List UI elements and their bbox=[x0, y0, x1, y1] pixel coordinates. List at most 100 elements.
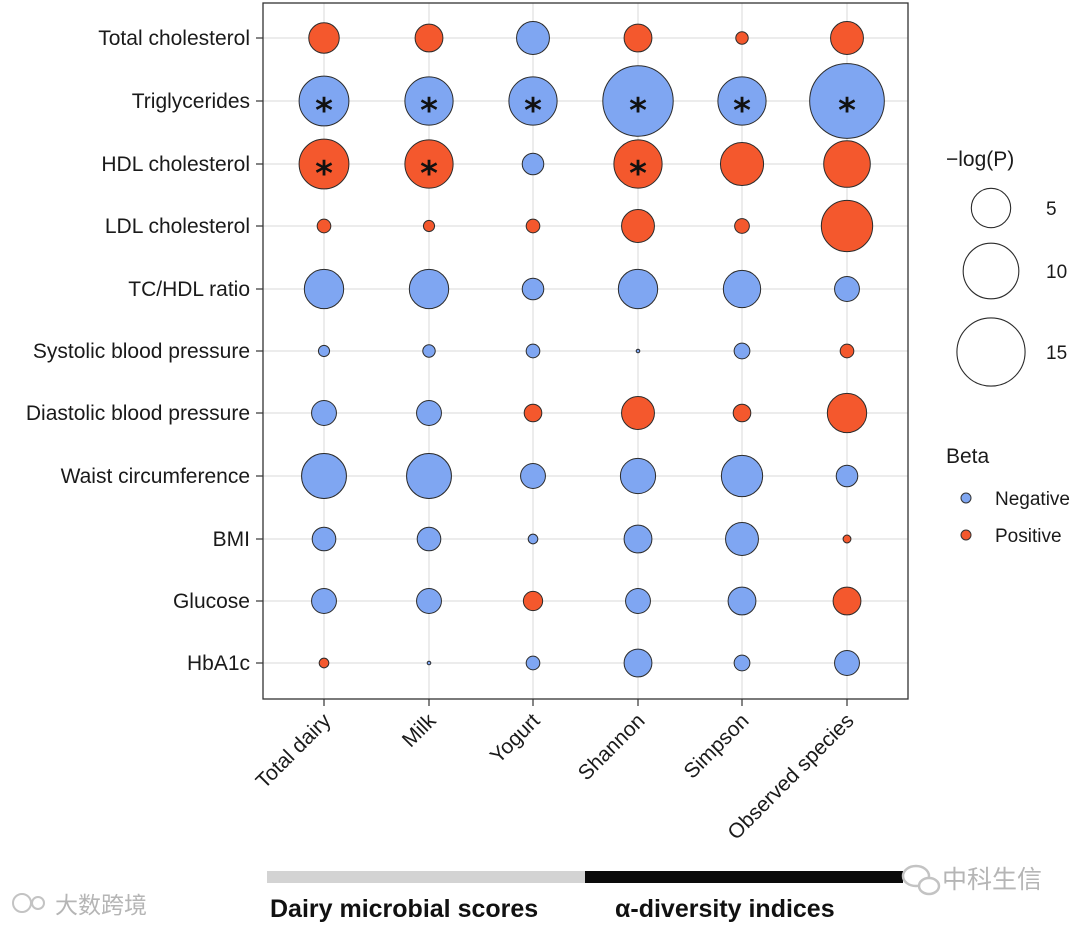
bubble bbox=[809, 63, 885, 139]
legend-label-negative: Negative bbox=[995, 489, 1070, 510]
bubble bbox=[308, 22, 340, 54]
bubble bbox=[625, 588, 651, 614]
bubble bbox=[842, 534, 852, 544]
color-legend-title: Beta bbox=[946, 445, 990, 468]
group-bar-diversity bbox=[585, 871, 903, 883]
bubble bbox=[732, 403, 752, 423]
bubble bbox=[311, 400, 337, 426]
bubble bbox=[521, 152, 545, 176]
bubble bbox=[835, 464, 859, 488]
bubble bbox=[830, 21, 864, 55]
y-tick-label: HbA1c bbox=[187, 652, 250, 675]
size-legend-label: 10 bbox=[1046, 262, 1067, 283]
y-tick-label: TC/HDL ratio bbox=[128, 278, 250, 301]
bubble bbox=[298, 138, 350, 190]
bubble bbox=[623, 23, 653, 53]
bubble bbox=[523, 403, 543, 423]
bubble bbox=[839, 343, 855, 359]
size-legend-title: −log(P) bbox=[946, 148, 1014, 171]
bubble bbox=[635, 348, 641, 354]
x-tick-label: Yogurt bbox=[486, 709, 545, 768]
color-legend: Beta Negative Positive bbox=[946, 445, 1070, 547]
bubble bbox=[735, 31, 749, 45]
bubble bbox=[820, 199, 874, 253]
significance-mark: * bbox=[629, 154, 647, 194]
y-axis-labels: Total cholesterol Triglycerides HDL choles… bbox=[26, 27, 263, 675]
bubble bbox=[520, 463, 546, 489]
bubble bbox=[826, 392, 868, 434]
bubble bbox=[834, 650, 860, 676]
bubble bbox=[823, 140, 871, 188]
bubble bbox=[719, 141, 765, 187]
bubble bbox=[426, 660, 432, 666]
bubble bbox=[733, 342, 751, 360]
group-bar-dairy bbox=[267, 871, 585, 883]
group-label-dairy: Dairy microbial scores bbox=[270, 895, 538, 923]
bubble bbox=[422, 344, 436, 358]
bubble bbox=[832, 586, 862, 616]
bubble bbox=[621, 396, 655, 430]
significance-mark: * bbox=[315, 154, 333, 194]
bubble bbox=[301, 453, 347, 499]
x-tick-label: Milk bbox=[398, 709, 441, 752]
bubble bbox=[298, 75, 350, 127]
bubble bbox=[722, 269, 762, 309]
y-tick-label: LDL cholesterol bbox=[105, 215, 250, 238]
x-tick-label: Shannon bbox=[574, 709, 650, 785]
bubble bbox=[617, 268, 659, 310]
bubble bbox=[725, 522, 759, 556]
group-bars: Dairy microbial scores α-diversity indic… bbox=[267, 871, 903, 923]
bubble bbox=[621, 209, 655, 243]
size-legend-circle bbox=[962, 242, 1020, 300]
y-tick-label: Triglycerides bbox=[132, 90, 250, 113]
watermark-left-text: 大数跨境 bbox=[55, 893, 147, 919]
bubble bbox=[311, 588, 337, 614]
bubble bbox=[623, 524, 653, 554]
bubble bbox=[404, 139, 454, 189]
bubble bbox=[734, 218, 750, 234]
bubble bbox=[613, 139, 663, 189]
bubbles bbox=[298, 21, 885, 678]
significance-mark: * bbox=[524, 91, 542, 131]
y-tick-label: HDL cholesterol bbox=[101, 153, 250, 176]
bubble bbox=[317, 344, 331, 358]
bubble bbox=[834, 276, 860, 302]
significance-mark: * bbox=[420, 154, 438, 194]
x-axis-labels: Total dairy Milk Yogurt Shannon SimpsonObser… bbox=[252, 699, 859, 844]
x-tick-label: Total dairy bbox=[252, 709, 336, 793]
bubble bbox=[416, 588, 442, 614]
bubble bbox=[416, 526, 442, 552]
size-legend-label: 5 bbox=[1046, 199, 1057, 220]
legend-key-positive bbox=[960, 529, 972, 541]
bubble bbox=[525, 343, 541, 359]
bubble bbox=[311, 526, 337, 552]
bubble bbox=[406, 453, 452, 499]
significance-mark: * bbox=[838, 91, 856, 131]
size-legend-label: 15 bbox=[1046, 343, 1067, 364]
bubble bbox=[525, 655, 541, 671]
group-label-diversity: α-diversity indices bbox=[615, 895, 835, 923]
bubble bbox=[727, 586, 757, 616]
bubble bbox=[619, 457, 657, 495]
bubble bbox=[521, 277, 545, 301]
bubble bbox=[408, 268, 450, 310]
bubble bbox=[318, 657, 330, 669]
y-tick-label: Systolic blood pressure bbox=[33, 340, 250, 363]
y-tick-label: Glucose bbox=[173, 590, 250, 613]
bubble bbox=[720, 454, 764, 498]
significance-mark: * bbox=[629, 91, 647, 131]
y-tick-label: Total cholesterol bbox=[98, 27, 250, 50]
significance-mark: * bbox=[315, 91, 333, 131]
bubble bbox=[522, 590, 544, 612]
y-tick-label: Waist circumference bbox=[61, 465, 250, 488]
legend-key-negative bbox=[960, 492, 972, 504]
significance-marks: * * * * * * * * * bbox=[315, 91, 856, 194]
bubble bbox=[717, 76, 767, 126]
wechat-icon-small bbox=[917, 876, 941, 896]
bubble bbox=[414, 23, 444, 53]
y-tick-label: Diastolic blood pressure bbox=[26, 402, 250, 425]
bubble bbox=[527, 533, 539, 545]
watermark-logo-icon bbox=[12, 893, 32, 913]
bubble bbox=[422, 219, 436, 233]
bubble bbox=[508, 76, 558, 126]
